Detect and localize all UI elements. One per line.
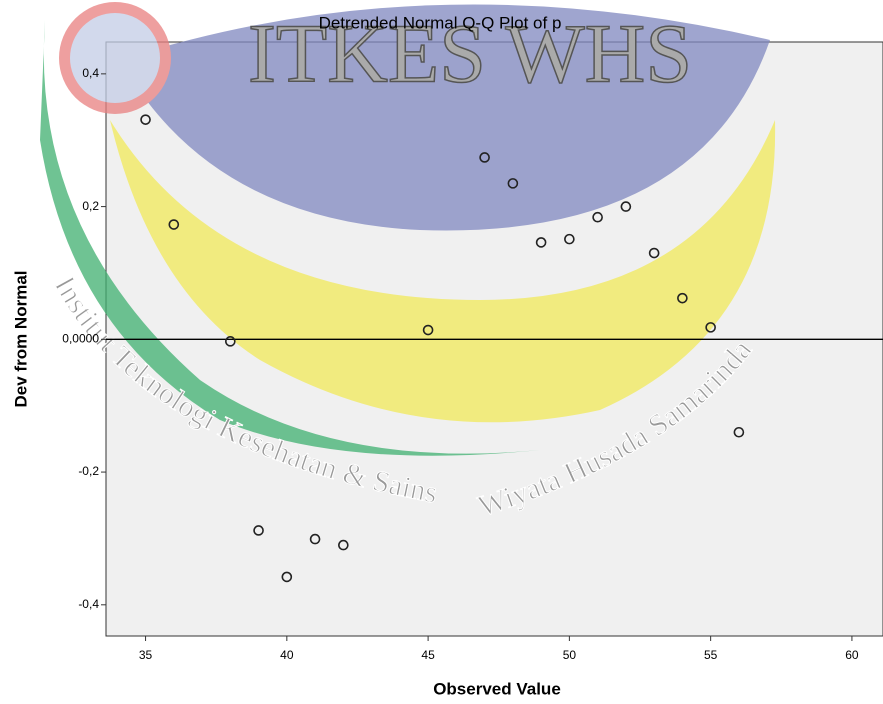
watermark (40, 2, 776, 456)
point (705, 322, 716, 333)
point (733, 426, 745, 438)
watermark-blue (120, 4, 770, 231)
watermark-logo-text: ITKES WHS (248, 7, 692, 100)
y-axis-title: Dev from Normal (11, 271, 30, 408)
point (422, 324, 434, 336)
chart-title: Detrended Normal Q-Q Plot of p (319, 13, 562, 32)
watermark-logo (70, 13, 160, 103)
x-tick-label: 35 (139, 648, 153, 662)
point (535, 237, 547, 248)
point (309, 533, 321, 545)
y-tick-label: 0,2 (82, 199, 99, 213)
point (648, 247, 660, 259)
point (253, 525, 264, 536)
x-tick-label: 50 (563, 648, 577, 662)
watermark-green (40, 20, 540, 456)
point (168, 219, 180, 230)
x-tick-label: 60 (845, 648, 859, 662)
y-tick-label: 0,0000 (62, 332, 99, 346)
x-tick-label: 40 (280, 648, 294, 662)
y-tick-label: -0,2 (78, 464, 99, 478)
point (281, 571, 293, 583)
point (620, 201, 632, 212)
y-tick-label: -0,4 (78, 597, 99, 611)
point (479, 152, 490, 163)
point (338, 539, 349, 551)
point (140, 114, 151, 125)
y-tick-label: 0,4 (82, 66, 99, 80)
watermark-yellow (110, 120, 776, 423)
point (592, 211, 603, 223)
x-tick-label: 55 (704, 648, 718, 662)
x-tick-label: 45 (421, 648, 435, 662)
point (564, 233, 575, 245)
point (677, 292, 688, 304)
point (225, 336, 236, 347)
x-axis-title: Observed Value (433, 679, 561, 698)
point (507, 178, 519, 189)
